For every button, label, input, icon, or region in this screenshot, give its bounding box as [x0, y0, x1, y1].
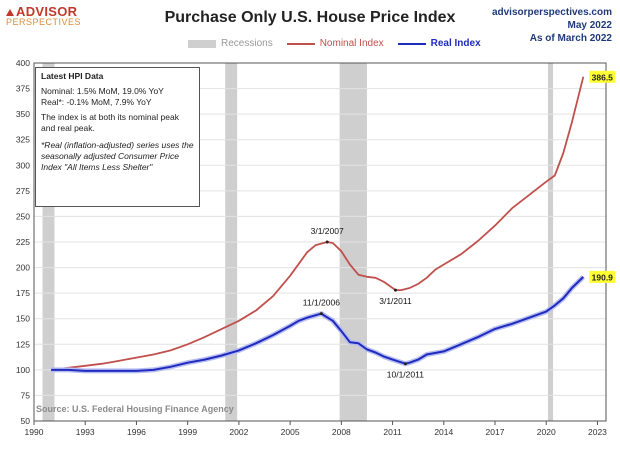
end-value-label: 190.9	[592, 272, 614, 282]
info-note-line2: seasonally adjusted Consumer Price	[41, 151, 179, 161]
publish-date: May 2022	[567, 20, 612, 31]
plot-border	[33, 62, 607, 422]
annotation-marker	[319, 312, 323, 316]
chart-title: Purchase Only U.S. House Price Index	[164, 9, 456, 26]
annotation-label: 3/1/2007	[311, 226, 344, 236]
x-tick-label: 2020	[537, 427, 556, 437]
info-real: Real*: -0.1% MoM, 7.9% YoY	[41, 97, 152, 107]
annotation-marker	[403, 362, 407, 366]
end-value-label-bg	[589, 270, 616, 283]
real-swatch	[397, 42, 426, 45]
nominal-swatch	[286, 42, 315, 45]
x-tick-label: 2002	[229, 427, 248, 437]
as-of-date: As of March 2022	[529, 33, 612, 44]
info-note-line3: Index "All Items Less Shelter"	[41, 162, 153, 172]
end-value-label: 386.5	[592, 72, 614, 82]
info-nominal: Nominal: 1.5% MoM, 19.0% YoY	[41, 86, 164, 96]
y-tick-label: 275	[16, 186, 30, 196]
annotation-marker	[325, 240, 329, 244]
x-tick-label: 1996	[127, 427, 146, 437]
y-tick-label: 75	[21, 390, 31, 400]
y-tick-label: 350	[16, 109, 30, 119]
x-tick-label: 2017	[486, 427, 505, 437]
source-note: Source: U.S. Federal Housing Finance Age…	[36, 404, 234, 414]
info-peak-line2: and real peak.	[41, 123, 95, 133]
legend-label-nominal: Nominal Index	[319, 38, 384, 49]
y-tick-label: 225	[16, 237, 30, 247]
logo-arrow-icon	[6, 9, 14, 16]
x-tick-label: 2005	[281, 427, 300, 437]
legend-label-recessions: Recessions	[221, 38, 273, 49]
x-tick-label: 1999	[178, 427, 197, 437]
recession-swatch	[188, 39, 216, 48]
real-series-line	[51, 276, 584, 372]
info-peak-line1: The index is at both its nominal peak	[41, 112, 179, 122]
x-tick-label: 2008	[332, 427, 351, 437]
y-tick-label: 100	[16, 365, 30, 375]
annotation-marker	[393, 288, 397, 292]
info-box-title: Latest HPI Data	[41, 71, 104, 81]
x-tick-label: 2014	[434, 427, 453, 437]
y-tick-label: 200	[16, 263, 30, 273]
brand-logo: ADVISOR PERSPECTIVES	[6, 4, 81, 27]
y-tick-label: 300	[16, 160, 30, 170]
x-tick-label: 2023	[588, 427, 607, 437]
site-url: advisorperspectives.com	[491, 7, 612, 18]
logo-sub-text: PERSPECTIVES	[6, 17, 82, 27]
legend-item-nominal: Nominal Index	[286, 38, 384, 49]
annotation-label: 10/1/2011	[387, 370, 424, 380]
annotation-label: 11/1/2006	[303, 298, 340, 308]
annotation-label: 3/1/2011	[379, 296, 412, 306]
x-tick-label: 1990	[25, 427, 44, 437]
y-tick-label: 325	[16, 135, 30, 145]
header-info: advisorperspectives.com May 2022 As of M…	[492, 6, 612, 45]
y-tick-label: 50	[21, 416, 31, 426]
legend: Recessions Nominal Index Real Index	[188, 38, 481, 49]
legend-label-real: Real Index	[430, 38, 481, 49]
logo-main-text: ADVISOR	[6, 4, 81, 19]
end-value-label-bg	[589, 70, 616, 83]
info-note-line1: *Real (inflation-adjusted) series uses t…	[41, 140, 194, 150]
legend-item-recessions: Recessions	[188, 38, 273, 49]
y-tick-label: 375	[16, 84, 30, 94]
info-box: Latest HPI Data Nominal: 1.5% MoM, 19.0%…	[35, 67, 200, 207]
nominal-series-line	[50, 76, 585, 371]
x-tick-label: 1993	[76, 427, 95, 437]
y-tick-label: 250	[16, 211, 30, 221]
y-tick-label: 400	[16, 58, 30, 68]
y-tick-label: 150	[16, 314, 30, 324]
y-tick-label: 175	[16, 288, 30, 298]
legend-item-real: Real Index	[397, 38, 481, 49]
x-tick-label: 2011	[383, 427, 402, 437]
y-tick-label: 125	[16, 339, 30, 349]
